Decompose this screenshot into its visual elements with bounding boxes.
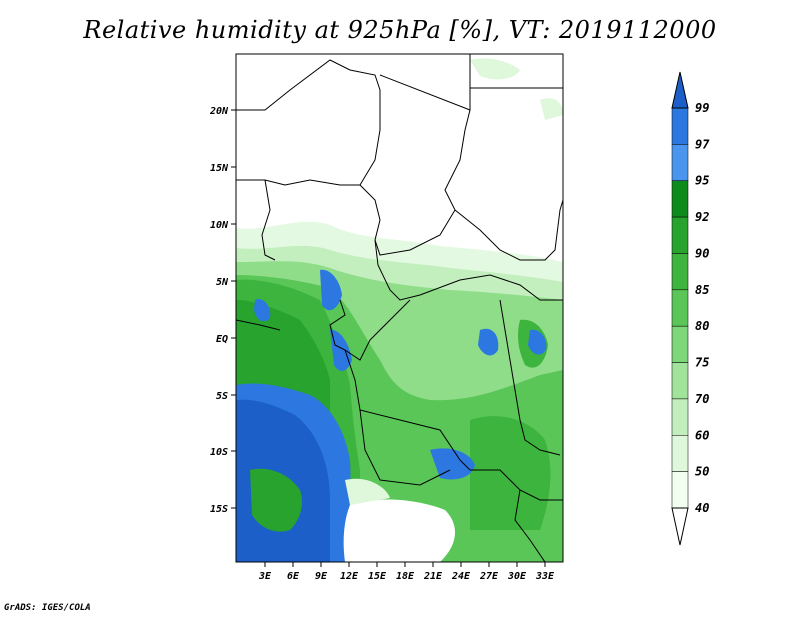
lon-label: 30E [507, 571, 527, 582]
colorbar-label: 85 [695, 283, 709, 297]
lon-label: 15E [368, 571, 387, 582]
lon-tick-labels: 3E 6E 9E 12E 15E 18E 21E 24E 27E 30E 33E [258, 571, 555, 582]
colorbar-segment [671, 362, 689, 400]
colorbar-label: 90 [695, 246, 709, 260]
lon-label: 6E [287, 571, 300, 582]
lat-ticks [231, 109, 236, 509]
lat-label: 5S [216, 391, 228, 402]
colorbar: 99 97 95 92 90 85 80 75 70 60 50 40 [671, 71, 710, 546]
colorbar-segment [671, 144, 689, 181]
lat-label: 15N [210, 163, 229, 174]
lat-label: 20N [209, 106, 229, 117]
colorbar-segment [671, 325, 689, 363]
map-panel [236, 54, 563, 562]
colorbar-label: 75 [695, 356, 709, 370]
lon-ticks [264, 562, 546, 567]
colorbar-segment [671, 216, 689, 254]
colorbar-segment [671, 398, 689, 436]
colorbar-top-arrow [671, 71, 689, 109]
lon-label: 24E [451, 571, 471, 582]
map-frame [235, 53, 564, 563]
map-title: Relative humidity at 925hPa [%], VT: 201… [83, 16, 717, 44]
lon-label: 9E [315, 571, 328, 582]
lat-label: EQ [216, 334, 228, 345]
lat-label: 10N [210, 220, 229, 231]
lon-label: 33E [535, 571, 555, 582]
lon-label: 27E [479, 571, 499, 582]
colorbar-label: 50 [695, 465, 709, 479]
colorbar-label: 95 [695, 174, 709, 188]
colorbar-label: 60 [695, 428, 709, 442]
colorbar-segment [671, 107, 689, 145]
colorbar-label: 40 [695, 501, 709, 515]
lat-label: 5N [216, 277, 229, 288]
lon-label: 3E [258, 571, 272, 582]
colorbar-segment [671, 471, 689, 509]
colorbar-segment [671, 253, 689, 291]
colorbar-label: 92 [695, 210, 709, 224]
colorbar-segment [671, 180, 689, 218]
grads-credit: GrADS: IGES/COLA [4, 603, 91, 613]
lat-label: 15S [210, 504, 228, 515]
colorbar-segment [671, 435, 689, 472]
colorbar-label: 70 [695, 392, 709, 406]
lon-label: 21E [423, 571, 443, 582]
lat-tick-labels: 20N 15N 10N 5N EQ 5S 10S 15S [209, 106, 229, 515]
lon-label: 12E [340, 571, 359, 582]
colorbar-segment [671, 289, 689, 327]
colorbar-label: 80 [695, 319, 709, 333]
colorbar-bottom-arrow [671, 507, 689, 546]
country-borders [236, 54, 563, 562]
colorbar-label: 99 [695, 101, 709, 115]
lat-label: 10S [210, 447, 228, 458]
lon-label: 18E [396, 571, 415, 582]
colorbar-label: 97 [695, 137, 710, 151]
